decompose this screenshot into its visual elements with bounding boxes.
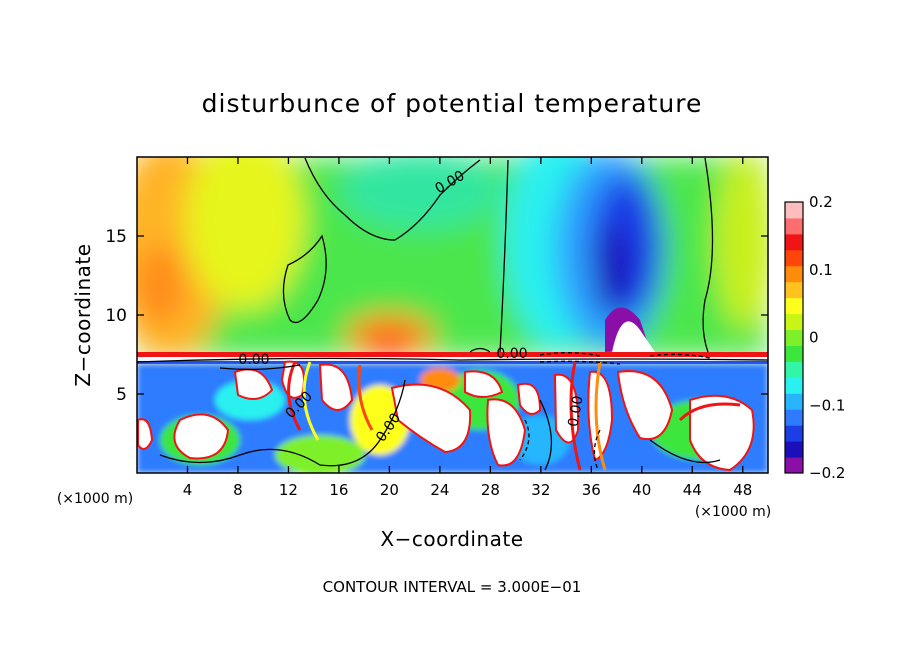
- y-tick-label: 5: [116, 385, 127, 405]
- streak-2: [302, 361, 320, 441]
- contour-low-2: [379, 379, 406, 441]
- x-unit-right: (×1000 m): [695, 504, 771, 520]
- colorbar-swatch: [785, 281, 803, 299]
- field-darkblue: [594, 225, 630, 315]
- contour-dashed-5: [593, 429, 601, 471]
- contour-lines: [137, 157, 768, 471]
- field-warm-left-core: [137, 245, 185, 325]
- contour-dashed-4: [519, 419, 530, 461]
- colorbar-swatch: [785, 265, 803, 283]
- x-tick-label: 8: [233, 481, 243, 499]
- colorbar-swatch: [785, 457, 803, 474]
- boundary-green-2: [275, 435, 365, 473]
- contour-ripple-1: [219, 364, 301, 371]
- x-tick-label: 28: [481, 481, 500, 499]
- field-yellow-right: [715, 157, 768, 330]
- x-tick-label: 44: [683, 481, 702, 499]
- colorbar-swatch: [785, 233, 803, 251]
- contour-low-4: [649, 439, 721, 464]
- x-unit-left: (×1000 m): [57, 491, 133, 507]
- white-patch-7: [486, 398, 527, 467]
- contour-upper-zero: [304, 157, 481, 241]
- streak-5: [357, 364, 374, 431]
- y-tick-label: 10: [105, 306, 127, 326]
- streak-4: [594, 361, 607, 471]
- colorbar-tick-label: −0.1: [809, 396, 845, 414]
- colorbar-tick-label: 0: [809, 329, 819, 347]
- x-axis: 4 8 12 16 20 24 28 32 36 40 44 48: [183, 157, 752, 499]
- white-patch-10: [587, 370, 614, 462]
- colorbar-swatch: [785, 217, 803, 235]
- colorbar-frame: [784, 201, 804, 474]
- contour-label: 0.00: [565, 395, 586, 428]
- contour-ripple-2: [469, 347, 491, 353]
- colorbar-swatch: [785, 377, 803, 394]
- contour-boundary-zero: [137, 357, 768, 363]
- contour-mid-vertical: [499, 159, 509, 353]
- white-patch-5: [390, 383, 472, 454]
- x-tick-label: 48: [733, 481, 752, 499]
- colorbar-swatch: [785, 393, 803, 410]
- streak-1: [287, 361, 302, 431]
- white-patch-4: [318, 363, 354, 411]
- contour-dashed-1: [539, 352, 601, 357]
- colorbar-swatch: [785, 361, 803, 378]
- y-axis-label: Z−coordinate: [71, 243, 95, 386]
- white-patch-13: [137, 418, 154, 450]
- x-tick-label: 4: [183, 481, 193, 499]
- colorbar-swatch: [785, 313, 803, 331]
- chart-title: disturbunce of potential temperature: [202, 89, 703, 118]
- streak-6: [678, 402, 741, 422]
- contour-low-3: [539, 399, 553, 471]
- contour-dashed-3: [649, 353, 711, 359]
- colorbar-swatch: [785, 441, 803, 458]
- contour-lines-dashed: [519, 352, 711, 471]
- streak-3: [569, 361, 582, 471]
- contour-dashed-2: [539, 360, 621, 365]
- contour-label: 0.00: [238, 352, 269, 368]
- colorbar-tick-label: −0.2: [809, 464, 845, 482]
- x-tick-label: 24: [430, 481, 449, 499]
- white-patch-1: [173, 413, 230, 460]
- field-red-mid: [366, 333, 410, 357]
- white-patch-6: [464, 370, 504, 398]
- x-tick-label: 20: [380, 481, 399, 499]
- boundary-band-white: [137, 357, 768, 361]
- white-patch-11: [616, 370, 674, 441]
- boundary-streaks: [287, 361, 741, 471]
- colorbar-swatch: [785, 202, 803, 219]
- x-tick-label: 36: [582, 481, 601, 499]
- colorbar-swatch: [785, 329, 803, 346]
- boundary-band-blue: [137, 361, 768, 364]
- contour-label: 0.00: [496, 346, 527, 362]
- colorbar-swatch: [785, 409, 803, 426]
- contour-left-loop: [282, 234, 327, 324]
- y-axis: 5 10 15: [105, 227, 768, 405]
- x-tick-label: 40: [632, 481, 651, 499]
- colorbar-swatch: [785, 297, 803, 315]
- colorbar-tick-label: 0.2: [809, 193, 833, 211]
- field-white-blob: [612, 321, 655, 352]
- colorbar-swatch: [785, 345, 803, 362]
- x-tick-label: 16: [329, 481, 348, 499]
- colorbar: 0.2 0.1 0 −0.1 −0.2: [784, 193, 845, 482]
- contour-right-vertical: [702, 157, 714, 353]
- x-axis-label: X−coordinate: [380, 527, 523, 551]
- x-tick-label: 12: [279, 481, 298, 499]
- colorbar-swatch: [785, 425, 803, 442]
- x-tick-label: 32: [531, 481, 550, 499]
- field-green-top: [340, 157, 500, 230]
- heatmap-field: 0.00 0.00 0.00 0.00 0.00 0.00: [137, 157, 768, 473]
- boundary-white-patches: [137, 360, 755, 472]
- field-yellow-band: [185, 157, 305, 310]
- y-tick-label: 15: [105, 227, 127, 247]
- white-patch-12: [689, 394, 755, 472]
- contour-low-1: [159, 439, 381, 467]
- boundary-band-red: [137, 352, 768, 357]
- white-patch-8: [516, 382, 542, 415]
- contour-interval-note: CONTOUR INTERVAL = 3.000E−01: [323, 578, 582, 596]
- colorbar-tick-label: 0.1: [809, 261, 833, 279]
- colorbar-swatch: [785, 249, 803, 267]
